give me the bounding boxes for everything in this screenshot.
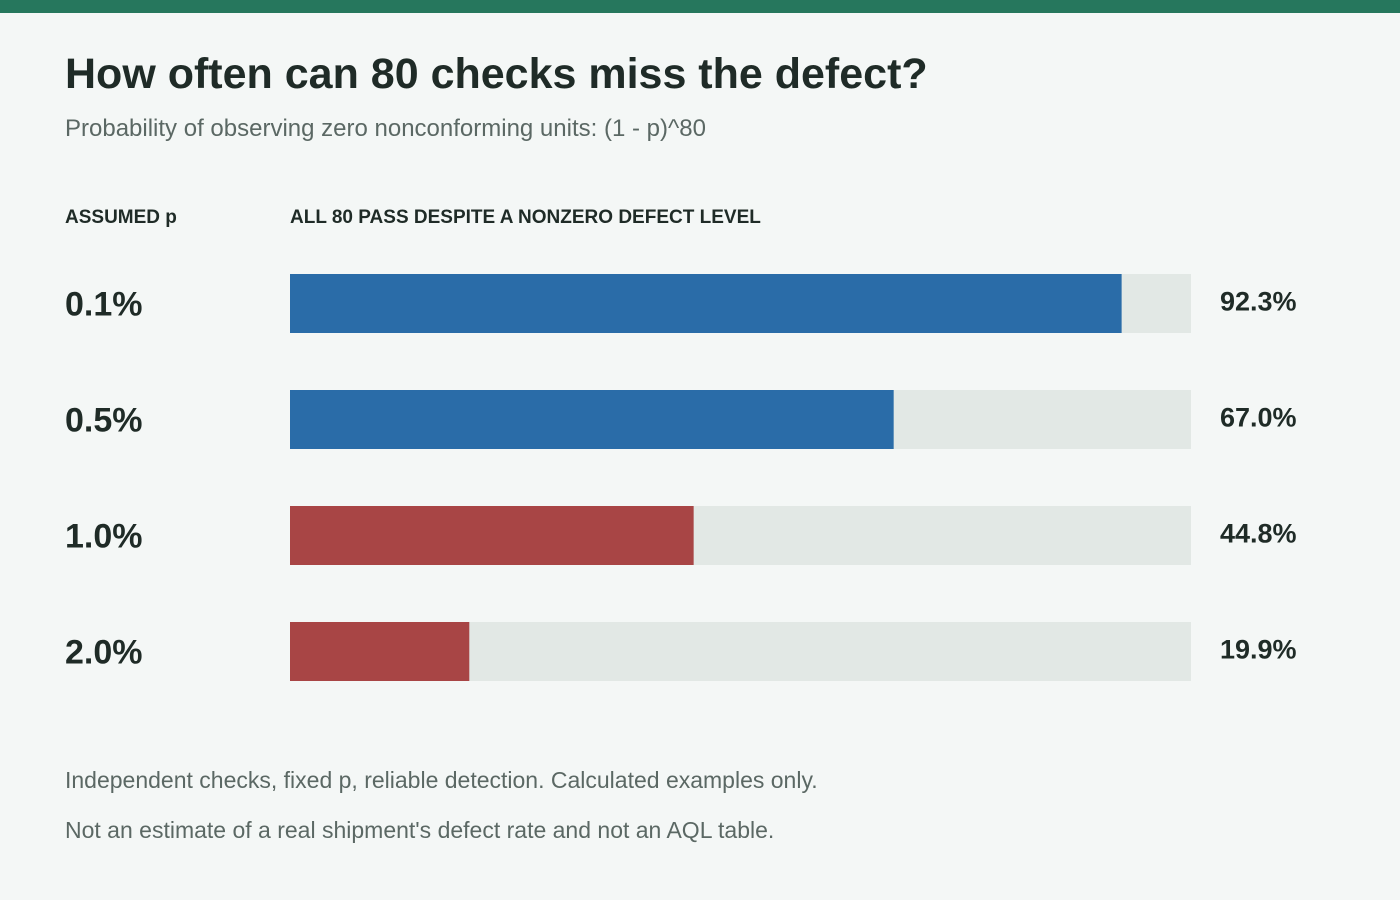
top-accent-band: [0, 0, 1400, 13]
column-header-assumed-p: ASSUMED p: [65, 207, 177, 228]
column-header-pass-probability: ALL 80 PASS DESPITE A NONZERO DEFECT LEV…: [290, 207, 761, 228]
value-label-4: 19.9%: [1220, 635, 1297, 665]
category-label-2: 0.5%: [65, 402, 143, 440]
chart-subtitle: Probability of observing zero nonconform…: [65, 115, 706, 142]
value-label-2: 67.0%: [1220, 403, 1297, 433]
category-label-3: 1.0%: [65, 518, 143, 556]
bar-4: [290, 622, 470, 681]
chart-title: How often can 80 checks miss the defect?: [65, 50, 928, 98]
value-label-1: 92.3%: [1220, 287, 1297, 317]
bar-3: [290, 506, 694, 565]
footnote-assumptions: Independent checks, fixed p, reliable de…: [65, 767, 818, 793]
bar-2: [290, 390, 894, 449]
category-label-4: 2.0%: [65, 634, 143, 672]
bar-1: [290, 274, 1122, 333]
value-label-3: 44.8%: [1220, 519, 1297, 549]
footnote-disclaimer: Not an estimate of a real shipment's def…: [65, 817, 775, 843]
category-label-1: 0.1%: [65, 286, 143, 324]
